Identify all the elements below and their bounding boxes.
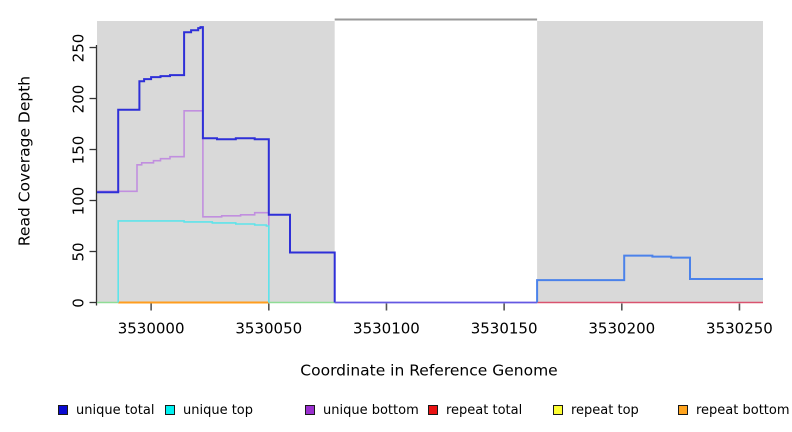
x-tick-label: 3530200 [588,319,656,338]
legend-swatch-icon [58,405,68,415]
legend-swatch-icon [165,405,175,415]
legend-label: unique bottom [323,402,419,418]
series-unique-total-left [97,26,336,303]
y-axis-title: Read Coverage Depth [15,75,34,247]
legend-item-unique-bottom: unique bottom [305,399,419,421]
legend-label: unique top [183,402,254,418]
y-tick-label: 50 [69,241,88,262]
legend-label: repeat total [446,402,523,418]
x-tick-label: 3530150 [470,319,538,338]
legend-item-unique-top: unique top [165,399,253,421]
y-tick-label: 250 [69,33,88,62]
x-tick-label: 3530250 [706,319,773,338]
legend: unique total unique top unique bottom repea… [0,399,792,421]
y-tick-label: 150 [69,135,88,164]
shaded-region-right [537,21,763,303]
series-unique-bottom [97,110,270,303]
legend-swatch-icon [553,405,563,415]
legend-item-repeat-top: repeat top [553,399,639,421]
legend-item-repeat-total: repeat total [428,399,522,421]
legend-label: repeat top [571,402,639,418]
y-tick-label: 100 [69,186,88,215]
legend-item-repeat-bottom: repeat bottom [678,399,790,421]
shaded-region-left [97,21,335,303]
x-tick-label: 3530050 [235,319,303,338]
x-tick-label: 3530100 [353,319,420,338]
legend-label: repeat bottom [696,402,790,418]
y-tick-label: 200 [69,84,88,113]
y-tick-label: 0 [69,297,88,308]
legend-label: unique total [76,402,155,418]
legend-item-unique-total: unique total [58,399,154,421]
legend-swatch-icon [428,405,438,415]
x-axis-title: Coordinate in Reference Genome [300,361,558,380]
x-tick-label: 3530000 [117,319,185,338]
legend-swatch-icon [305,405,315,415]
legend-swatch-icon [678,405,688,415]
series-unique-total-right [536,254,763,303]
series-unique-top [117,220,270,303]
